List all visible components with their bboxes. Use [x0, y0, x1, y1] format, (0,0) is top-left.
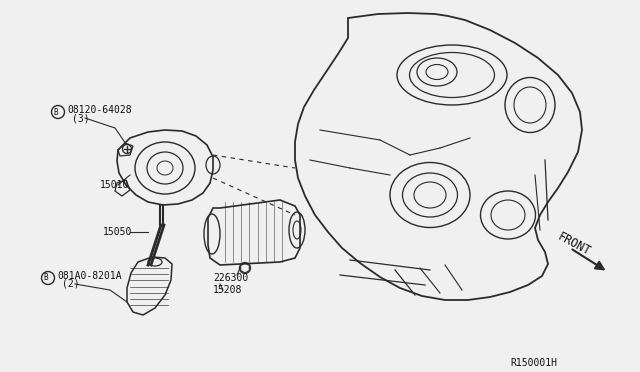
Text: B: B	[44, 273, 48, 282]
Text: 226300: 226300	[213, 273, 248, 283]
Text: (2): (2)	[62, 279, 79, 289]
Text: B: B	[54, 108, 58, 116]
Text: 15050: 15050	[103, 227, 132, 237]
Text: FRONT: FRONT	[555, 230, 593, 258]
Text: 081A0-8201A: 081A0-8201A	[57, 271, 122, 281]
Text: 15010: 15010	[100, 180, 129, 190]
Text: R150001H: R150001H	[510, 358, 557, 368]
Text: 08120-64028: 08120-64028	[67, 105, 132, 115]
Text: (3): (3)	[72, 113, 90, 123]
Text: 15208: 15208	[213, 285, 243, 295]
